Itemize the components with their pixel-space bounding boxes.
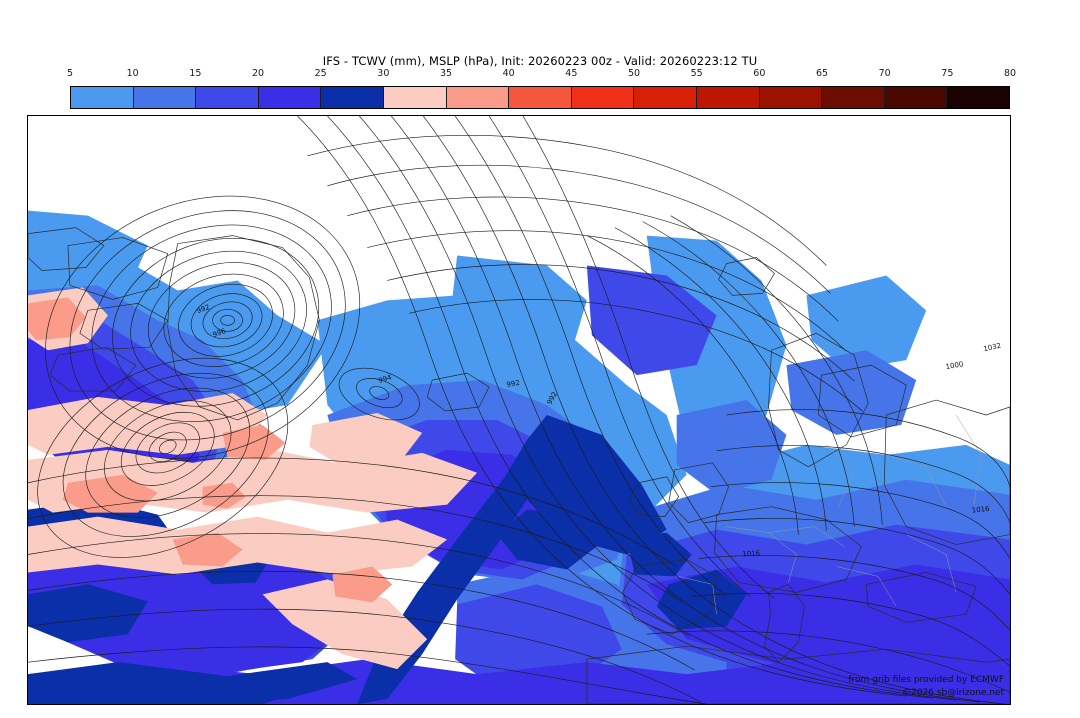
- colorbar-segment-25-30: [320, 87, 383, 108]
- colorbar-tick-10: 10: [126, 68, 139, 79]
- colorbar-segment-40-45: [508, 87, 571, 108]
- political-borders-layer: [678, 414, 982, 615]
- map-canvas: 992 996 992 992 994 1000 1016 1016 1032: [28, 116, 1010, 704]
- colorbar-segment-50-55: [633, 87, 696, 108]
- colorbar-tick-50: 50: [627, 68, 641, 79]
- colorbar-segment-20-25: [257, 87, 321, 108]
- colorbar-gradient: [70, 86, 1010, 109]
- colorbar-segment-30-35: [382, 87, 446, 108]
- map-layers: 992 996 992 992 994 1000 1016 1016 1032: [28, 116, 1010, 704]
- colorbar-segment-60-65: [758, 87, 822, 108]
- svg-text:1016: 1016: [971, 505, 990, 515]
- map-panel[interactable]: 992 996 992 992 994 1000 1016 1016 1032 …: [27, 115, 1011, 705]
- colorbar: [70, 86, 1010, 109]
- colorbar-tick-15: 15: [189, 68, 202, 79]
- coastline-layer: [28, 227, 1010, 704]
- colorbar-segment-5-10: [71, 87, 133, 108]
- mslp-isobar-layer: [28, 116, 1010, 704]
- svg-text:992: 992: [506, 379, 521, 389]
- colorbar-tick-35: 35: [439, 68, 453, 79]
- colorbar-tick-labels: 5 10 15 20 25 30 35 40 45 50 55 60 65 70 75 80: [66, 68, 1016, 82]
- chart-title: IFS - TCWV (mm), MSLP (hPa), Init: 20260…: [322, 54, 758, 68]
- colorbar-tick-45: 45: [565, 68, 578, 79]
- colorbar-tick-20: 20: [251, 68, 265, 79]
- colorbar-tick-70: 70: [878, 68, 891, 79]
- svg-text:1000: 1000: [945, 360, 964, 371]
- colorbar-tick-55: 55: [690, 68, 703, 79]
- colorbar-segment-35-40: [445, 87, 509, 108]
- svg-text:1032: 1032: [983, 342, 1002, 354]
- colorbar-tick-30: 30: [377, 68, 390, 79]
- colorbar-segment-15-20: [195, 87, 258, 108]
- colorbar-segment-75-80: [946, 87, 1009, 108]
- colorbar-segment-65-70: [821, 87, 884, 108]
- colorbar-tick-60: 60: [753, 68, 766, 79]
- svg-text:1016: 1016: [742, 549, 760, 558]
- colorbar-segment-70-75: [883, 87, 947, 108]
- colorbar-tick-25: 25: [314, 68, 327, 79]
- colorbar-segment-55-60: [695, 87, 759, 108]
- colorbar-tick-65: 65: [815, 68, 829, 79]
- colorbar-segment-45-50: [570, 87, 634, 108]
- colorbar-tick-80: 80: [1003, 68, 1017, 79]
- colorbar-tick-5: 5: [66, 68, 74, 79]
- svg-text:994: 994: [377, 373, 393, 385]
- colorbar-segment-10-15: [132, 87, 196, 108]
- colorbar-tick-40: 40: [502, 68, 515, 79]
- colorbar-tick-75: 75: [941, 68, 954, 79]
